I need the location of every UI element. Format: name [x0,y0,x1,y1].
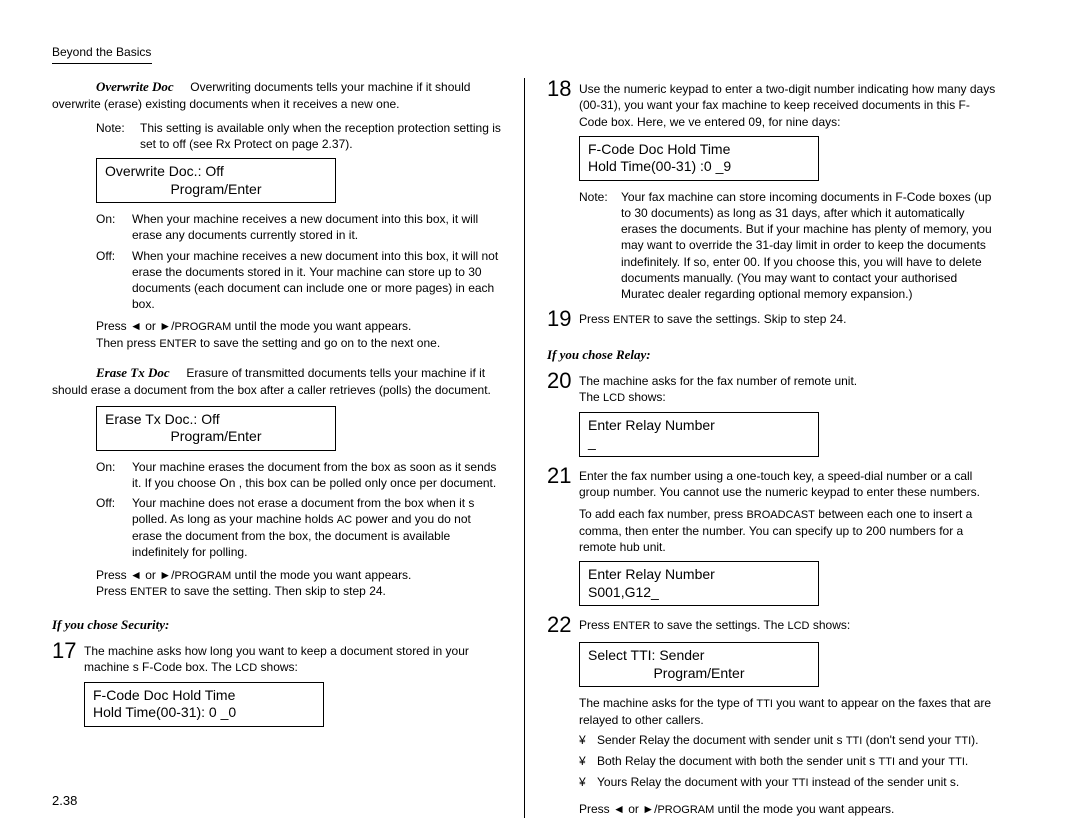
note-body: Your fax machine can store incoming docu… [621,189,997,302]
step-21: 21 Enter the fax number using a one-touc… [547,465,997,500]
step-number: 19 [547,308,579,330]
step-body: Enter the fax number using a one-touch k… [579,465,997,500]
overwrite-doc-section: Overwrite Doc Overwriting documents tell… [52,78,502,112]
overwrite-note: Note: This setting is available only whe… [96,120,502,152]
lcd-line1: Enter Relay Number [588,566,810,584]
lcd-line2: Program/Enter [588,665,810,683]
lcd-line1: Erase Tx Doc.: Off [105,411,327,429]
step-body: Press ENTER to save the settings. The LC… [579,614,997,634]
on-label: On: [96,459,132,491]
right-column: 18 Use the numeric keypad to enter a two… [525,78,997,817]
note-label: Note: [96,120,140,152]
overwrite-off: Off: When your machine receives a new do… [96,248,502,313]
tti-intro: The machine asks for the type of TTI you… [579,695,997,728]
lcd-line2: Program/Enter [105,428,327,446]
step-21-p2: To add each fax number, press BROADCAST … [579,506,997,555]
lcd-line1: Enter Relay Number [588,417,810,435]
step-body: The machine asks for the fax number of r… [579,370,997,406]
two-column-layout: Overwrite Doc Overwriting documents tell… [52,78,1028,817]
note-18: Note: Your fax machine can store incomin… [579,189,997,302]
note-label: Note: [579,189,621,302]
overwrite-title: Overwrite Doc [96,79,174,94]
overwrite-on: On: When your machine receives a new doc… [96,211,502,243]
step-18: 18 Use the numeric keypad to enter a two… [547,78,997,130]
step-19: 19 Press ENTER to save the settings. Ski… [547,308,997,330]
step-body: Press ENTER to save the settings. Skip t… [579,308,997,328]
on-body: When your machine receives a new documen… [132,211,502,243]
press-final: Press ◄ or ►/PROGRAM until the mode you … [579,801,997,818]
step-body: The machine asks how long you want to ke… [84,640,502,676]
lcd-step20: Enter Relay Number _ [579,412,819,457]
left-column: Overwrite Doc Overwriting documents tell… [52,78,524,817]
step-number: 22 [547,614,579,636]
step-body: Use the numeric keypad to enter a two-di… [579,78,997,130]
lcd-line1: Select TTI: Sender [588,647,810,665]
off-label: Off: [96,248,132,313]
lcd-step18: F-Code Doc Hold Time Hold Time(00-31) :0… [579,136,819,181]
bullet-sender: ¥ Sender Relay the document with sender … [579,732,997,749]
off-label: Off: [96,495,132,560]
lcd-step21: Enter Relay Number S001,G12_ [579,561,819,606]
bullet-yours: ¥ Yours Relay the document with your TTI… [579,774,997,791]
step-22: 22 Press ENTER to save the settings. The… [547,614,997,636]
overwrite-press: Press ◄ or ►/PROGRAM until the mode you … [96,318,502,352]
erase-off: Off: Your machine does not erase a docum… [96,495,502,560]
step-number: 20 [547,370,579,392]
lcd-line1: F-Code Doc Hold Time [93,687,315,705]
lcd-line2: Hold Time(00-31) :0 _9 [588,158,810,176]
step-number: 18 [547,78,579,100]
bullet-both: ¥ Both Relay the document with both the … [579,753,997,770]
page-number: 2.38 [52,792,77,810]
lcd-line2: S001,G12_ [588,584,810,602]
lcd-step17: F-Code Doc Hold Time Hold Time(00-31): 0… [84,682,324,727]
bullet-body: Sender Relay the document with sender un… [597,732,997,749]
off-body: When your machine receives a new documen… [132,248,502,313]
page-header: Beyond the Basics [52,44,152,64]
step-20: 20 The machine asks for the fax number o… [547,370,997,406]
lcd-erase: Erase Tx Doc.: Off Program/Enter [96,406,336,451]
relay-heading: If you chose Relay: [547,346,997,364]
step-number: 21 [547,465,579,487]
erase-title: Erase Tx Doc [96,365,170,380]
lcd-overwrite: Overwrite Doc.: Off Program/Enter [96,158,336,203]
bullet-body: Both Relay the document with both the se… [597,753,997,770]
erase-on: On: Your machine erases the document fro… [96,459,502,491]
step-number: 17 [52,640,84,662]
lcd-line2: _ [588,434,810,452]
on-body: Your machine erases the document from th… [132,459,502,491]
lcd-line2: Program/Enter [105,181,327,199]
lcd-step22: Select TTI: Sender Program/Enter [579,642,819,687]
bullet-icon: ¥ [579,732,597,749]
erase-doc-section: Erase Tx Doc Erasure of transmitted docu… [52,364,502,398]
lcd-line1: Overwrite Doc.: Off [105,163,327,181]
lcd-line1: F-Code Doc Hold Time [588,141,810,159]
note-body: This setting is available only when the … [140,120,502,152]
erase-press: Press ◄ or ►/PROGRAM until the mode you … [96,567,502,601]
on-label: On: [96,211,132,243]
bullet-body: Yours Relay the document with your TTI i… [597,774,997,791]
bullet-icon: ¥ [579,753,597,770]
security-heading: If you chose Security: [52,616,502,634]
lcd-line2: Hold Time(00-31): 0 _0 [93,704,315,722]
step-17: 17 The machine asks how long you want to… [52,640,502,676]
bullet-icon: ¥ [579,774,597,791]
off-body: Your machine does not erase a document f… [132,495,502,560]
